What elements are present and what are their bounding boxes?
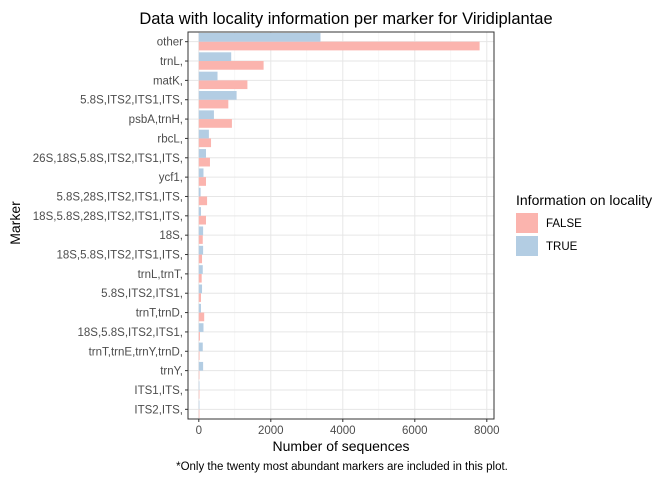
bar-true — [198, 245, 204, 255]
y-tick-label: 5.8S,ITS2,ITS1,ITS, — [80, 95, 183, 107]
legend-title: Information on locality — [516, 192, 652, 208]
x-tick-label: 0 — [196, 425, 202, 437]
bar-false — [198, 99, 229, 109]
y-tick-label: trnY, — [160, 366, 183, 378]
bar-false — [198, 351, 200, 360]
y-tick-label: ITS2,ITS, — [134, 404, 183, 416]
y-tick-label: 5.8S,ITS2,ITS1, — [101, 288, 183, 300]
bar-true — [198, 381, 200, 390]
bar-true — [198, 342, 203, 352]
chart-caption: *Only the twenty most abundant markers a… — [176, 461, 508, 473]
bar-true — [198, 52, 232, 62]
bar-false — [198, 41, 480, 51]
legend: Information on locality FALSE TRUE — [516, 192, 652, 256]
bar-false — [198, 61, 264, 70]
bar-false — [198, 331, 200, 341]
bar-true — [198, 323, 204, 332]
bar-false — [198, 254, 203, 264]
y-tick-label: ITS1,ITS, — [134, 385, 183, 397]
bar-true — [198, 284, 203, 294]
y-tick-label: trnT,trnD, — [136, 308, 183, 320]
bar-true — [198, 32, 321, 42]
chart-title: Data with locality information per marke… — [139, 10, 552, 28]
bar-false — [198, 235, 203, 244]
y-tick-label: psbA,trnH, — [129, 114, 183, 126]
y-tick-label: 18S,5.8S,ITS2,ITS1,ITS, — [56, 250, 183, 262]
bar-false — [198, 312, 205, 322]
bar-true — [198, 361, 204, 371]
bar-false — [198, 389, 200, 399]
bar-true — [198, 129, 209, 139]
bar-false — [198, 157, 210, 167]
plot-panel — [187, 31, 495, 420]
bar-true — [198, 71, 218, 81]
y-tick-label: trnL, — [160, 56, 183, 68]
bar-false — [198, 119, 232, 128]
y-tick-label: other — [157, 37, 183, 49]
legend-label-false: FALSE — [546, 218, 582, 230]
bar-true — [198, 168, 204, 178]
bar-false — [198, 293, 201, 302]
x-tick-label: 8000 — [474, 425, 500, 437]
bar-true — [198, 187, 201, 197]
x-tick-label: 4000 — [330, 425, 356, 437]
bar-false — [198, 370, 200, 380]
y-tick-label: trnT,trnE,trnY,trnD, — [89, 346, 183, 358]
y-tick-label: 18S, — [159, 230, 183, 242]
y-tick-label: rbcL, — [157, 133, 183, 145]
y-tick-label: ycf1, — [159, 172, 183, 184]
legend-label-true: TRUE — [546, 241, 578, 253]
bar-false — [198, 80, 248, 90]
bar-false — [198, 409, 200, 419]
bar-false — [198, 196, 208, 206]
x-tick-label: 2000 — [258, 425, 284, 437]
bar-true — [198, 149, 206, 158]
bar-false — [198, 215, 206, 225]
y-tick-label: 5.8S,28S,ITS2,ITS1,ITS, — [56, 191, 183, 203]
panel-border — [187, 31, 495, 420]
bar-true — [198, 265, 203, 274]
legend-key-true — [516, 236, 538, 256]
bar-false — [198, 177, 206, 186]
y-tick-label: 18S,5.8S,28S,ITS2,ITS1,ITS, — [33, 211, 183, 223]
y-tick-label: trnL,trnT, — [138, 269, 183, 281]
panel-border-top — [187, 31, 495, 420]
bar-true — [198, 110, 214, 120]
y-axis-label: Marker — [7, 201, 23, 245]
y-tick-label: 26S,18S,5.8S,ITS2,ITS1,ITS, — [33, 153, 183, 165]
bar-true — [198, 303, 201, 313]
bar-true — [198, 400, 200, 410]
legend-key-false — [516, 213, 538, 233]
x-tick-label: 6000 — [402, 425, 428, 437]
bar-true — [198, 91, 237, 100]
bar-true — [198, 226, 204, 236]
bar-false — [198, 138, 212, 148]
x-axis-label: Number of sequences — [273, 438, 410, 454]
y-tick-label: 18S,5.8S,ITS2,ITS1, — [78, 327, 183, 339]
y-tick-label: matK, — [153, 75, 183, 87]
bar-true — [198, 207, 201, 216]
bar-false — [198, 273, 202, 283]
